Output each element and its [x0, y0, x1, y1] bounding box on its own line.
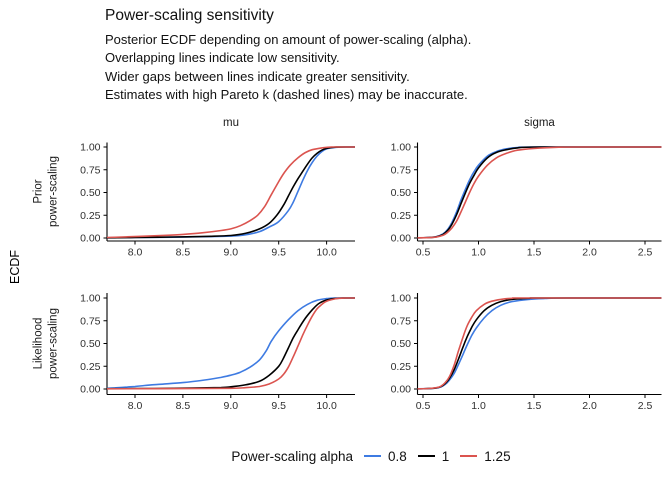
- facet-column-label-mu: mu: [223, 117, 239, 129]
- x-tick-label: 1.0: [471, 400, 486, 412]
- x-tick-label: 10.0: [316, 400, 337, 412]
- ecdf-line-alpha-1: [417, 297, 662, 390]
- ecdf-line-alpha-1.25: [417, 297, 662, 390]
- subtitle-line: Posterior ECDF depending on amount of po…: [105, 32, 472, 47]
- subtitle-line: Overlapping lines indicate low sensitivi…: [105, 50, 340, 66]
- x-tick-label: 8.5: [176, 247, 191, 259]
- ecdf-line-alpha-0.8: [106, 297, 355, 390]
- ecdf-line-alpha-1: [106, 146, 355, 239]
- ecdf-line-alpha-1: [106, 297, 355, 390]
- y-tick-label: 1.00: [391, 293, 412, 305]
- x-tick-label: 8.5: [176, 400, 191, 412]
- y-tick-label: 0.00: [391, 233, 412, 245]
- legend-key-line-alpha-1: [417, 454, 435, 458]
- legend-key-line-alpha-1.25: [460, 454, 478, 458]
- chart-title: Power-scaling sensitivity: [105, 7, 274, 24]
- x-tick-label: 0.5: [416, 247, 431, 259]
- y-tick-label: 0.00: [80, 384, 101, 396]
- y-tick-label: 1.00: [391, 142, 412, 154]
- x-tick-label: 2.5: [638, 400, 653, 412]
- y-tick-label: 0.25: [391, 210, 412, 222]
- y-tick-label: 0.75: [391, 164, 412, 176]
- ecdf-line-alpha-1.25: [417, 146, 662, 239]
- subtitle-line: Wider gaps between lines indicate greate…: [105, 68, 410, 84]
- chart-subtitle: Posterior ECDF depending on amount of po…: [105, 31, 471, 104]
- y-tick-label: 0.00: [391, 384, 412, 396]
- x-tick-label: 8.0: [128, 247, 143, 259]
- panel-likelihood-mu: 0.00 0.25 0.50 0.75 1.00 8.0 8.5 9.0 9.5 10.0: [80, 293, 355, 412]
- y-tick-label: 0.75: [391, 315, 412, 327]
- x-tick-label: 10.0: [316, 247, 337, 259]
- x-tick-label: 0.5: [416, 400, 431, 412]
- ecdf-line-alpha-0.8: [106, 146, 355, 239]
- y-tick-label: 0.50: [80, 187, 101, 199]
- y-tick-label: 0.25: [80, 210, 101, 222]
- y-tick-label: 0.75: [80, 164, 101, 176]
- y-tick-label: 0.25: [80, 361, 101, 373]
- x-tick-label: 2.0: [582, 247, 597, 259]
- x-tick-label: 9.0: [223, 247, 238, 259]
- ecdf-line-alpha-0.8: [417, 297, 662, 390]
- legend-key-line-alpha-0.8: [364, 454, 381, 458]
- legend-item-alpha-0.8: 0.8: [364, 449, 407, 464]
- x-tick-label: 1.0: [471, 247, 486, 259]
- y-tick-label: 0.50: [391, 338, 412, 350]
- x-tick-label: 9.5: [271, 247, 286, 259]
- panel-likelihood-sigma: 0.00 0.25 0.50 0.75 1.00 0.5 1.0 1.5 2.0 2.5: [391, 293, 662, 412]
- x-tick-label: 2.0: [582, 400, 597, 412]
- legend: Power-scaling alpha 0.8 1 1.25: [70, 445, 672, 467]
- y-tick-label: 0.75: [80, 315, 101, 327]
- x-tick-label: 9.5: [271, 400, 286, 412]
- y-tick-label: 0.50: [391, 187, 412, 199]
- legend-item-alpha-1: 1: [417, 448, 450, 464]
- facet-column-label-sigma: sigma: [524, 117, 555, 129]
- legend-item-label: 0.8: [388, 448, 407, 464]
- panel-prior-mu: 0.00 0.25 0.50 0.75 1.00 8.0 8.5 9.0 9.5 10.0: [80, 142, 355, 259]
- ecdf-line-alpha-1.25: [106, 146, 355, 239]
- x-tick-label: 9.0: [223, 400, 238, 412]
- legend-item-alpha-1.25: 1.25: [460, 448, 511, 464]
- ecdf-line-alpha-1: [417, 146, 662, 239]
- y-tick-label: 1.00: [80, 293, 101, 305]
- legend-title: Power-scaling alpha: [231, 448, 353, 464]
- y-tick-label: 0.00: [80, 233, 101, 245]
- x-tick-label: 1.5: [527, 247, 542, 259]
- x-tick-label: 2.5: [638, 247, 653, 259]
- panel-prior-sigma: 0.00 0.25 0.50 0.75 1.00 0.5 1.0 1.5 2.0 2.5: [391, 142, 662, 259]
- y-tick-label: 0.50: [80, 338, 101, 350]
- x-tick-label: 8.0: [128, 400, 143, 412]
- ecdf-line-alpha-1.25: [106, 297, 355, 390]
- legend-item-label: 1: [441, 448, 450, 464]
- x-tick-label: 1.5: [527, 400, 542, 412]
- subtitle-line: Estimates with high Pareto k (dashed lin…: [105, 86, 468, 102]
- legend-item-label: 1.25: [484, 448, 511, 464]
- y-tick-label: 1.00: [80, 142, 101, 154]
- y-tick-label: 0.25: [391, 361, 412, 373]
